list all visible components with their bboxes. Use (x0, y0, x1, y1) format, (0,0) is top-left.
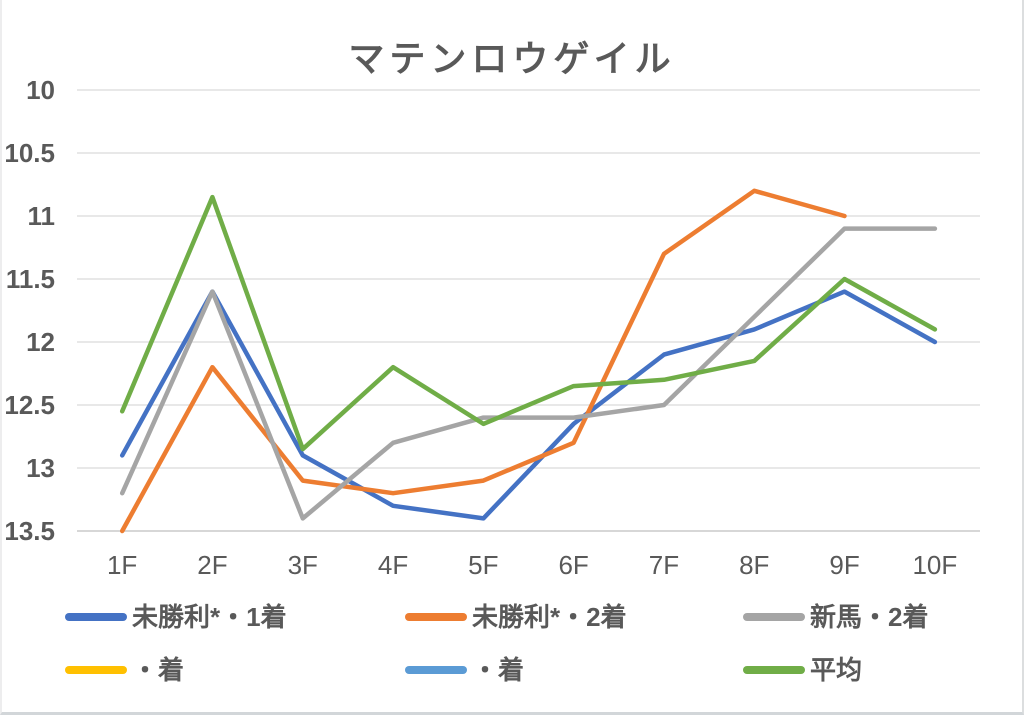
y-axis-tick-label: 12.5 (4, 390, 55, 420)
x-axis-tick-label: 3F (288, 550, 318, 580)
legend-label: ・着 (472, 655, 525, 685)
chart-title: マテンロウゲイル (348, 38, 676, 79)
legend-item: ・着 (65, 653, 184, 687)
x-axis-tick-label: 6F (558, 550, 588, 580)
y-axis-tick-label: 11.5 (6, 264, 55, 294)
y-axis-tick-label: 10 (26, 75, 55, 105)
x-axis-tick-label: 9F (829, 550, 859, 580)
legend-label: 未勝利*・2着 (472, 602, 627, 632)
x-axis-tick-label: 1F (107, 550, 137, 580)
legend-item: 未勝利*・2着 (405, 600, 627, 634)
legend-label: ・着 (132, 655, 185, 685)
y-axis-tick-label: 11 (28, 201, 56, 231)
legend-swatch (65, 666, 127, 674)
legend-item: ・着 (405, 653, 524, 687)
legend-swatch (405, 613, 467, 621)
legend-swatch (405, 666, 467, 674)
legend-label: 新馬・2着 (810, 602, 929, 632)
x-axis-tick-label: 7F (649, 550, 679, 580)
y-axis-tick-label: 12 (26, 327, 55, 357)
series-line-2 (119, 226, 938, 521)
y-axis-tick-label: 10.5 (4, 138, 55, 168)
series-line-1 (119, 188, 847, 534)
legend-swatch (743, 613, 805, 621)
series-line-0 (119, 289, 938, 521)
x-axis-tick-label: 2F (197, 550, 227, 580)
x-axis-tick-label: 5F (468, 550, 498, 580)
legend-swatch (65, 613, 127, 621)
legend-item: 新馬・2着 (743, 600, 928, 634)
y-axis-tick-label: 13.5 (4, 516, 55, 546)
legend-swatch (743, 666, 805, 674)
legend-label: 平均 (810, 655, 863, 685)
x-axis-tick-label: 4F (378, 550, 408, 580)
y-axis-tick-label: 13 (26, 453, 55, 483)
legend-item: 平均 (743, 653, 862, 687)
legend-label: 未勝利*・1着 (132, 602, 287, 632)
x-axis-tick-label: 10F (912, 550, 957, 580)
series-line-5 (119, 194, 938, 452)
x-axis-tick-label: 8F (739, 550, 769, 580)
legend-item: 未勝利*・1着 (65, 600, 287, 634)
